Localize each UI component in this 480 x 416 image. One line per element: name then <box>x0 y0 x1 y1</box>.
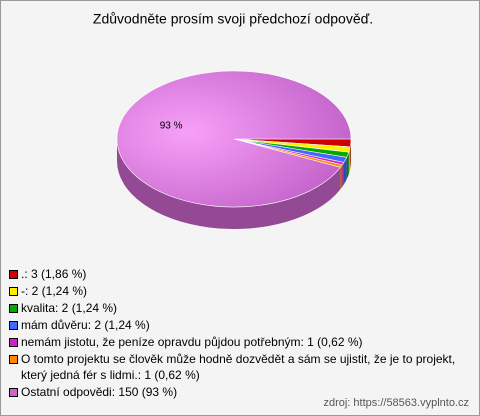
legend-label: nemám jistotu, že peníze opravdu půjdou … <box>21 335 363 349</box>
slice-side <box>346 152 349 180</box>
pie-area: Zdůvodněte prosím svoji předchozí odpově… <box>93 11 373 230</box>
chart-title: Zdůvodněte prosím svoji předchozí odpově… <box>93 11 373 27</box>
legend-entry: -: 2 (1,24 %) <box>9 283 464 299</box>
legend: .: 3 (1,86 %) -: 2 (1,24 %) kvalita: 2 (1,… <box>9 266 464 401</box>
legend-entry: O tomto projektu se člověk může hodně do… <box>9 351 464 383</box>
legend-swatch <box>9 321 18 330</box>
legend-label: O tomto projektu se člověk může hodně do… <box>21 352 456 382</box>
slice-side <box>342 162 344 187</box>
legend-entry: kvalita: 2 (1,24 %) <box>9 300 464 316</box>
legend-swatch <box>9 270 18 279</box>
legend-entry: Ostatní odpovědi: 150 (93 %) <box>9 384 464 400</box>
legend-entry: nemám jistotu, že peníze opravdu půjdou … <box>9 334 464 350</box>
slice <box>116 70 352 208</box>
legend-entry: mám důvěru: 2 (1,24 %) <box>9 317 464 333</box>
legend-swatch <box>9 338 18 347</box>
legend-swatch <box>9 388 18 397</box>
legend-swatch <box>9 355 18 364</box>
slice-side <box>340 164 343 190</box>
slice-side <box>348 146 351 175</box>
legend-swatch <box>9 287 18 296</box>
legend-label: mám důvěru: 2 (1,24 %) <box>21 318 150 332</box>
legend-entry: .: 3 (1,86 %) <box>9 266 464 282</box>
legend-label: -: 2 (1,24 %) <box>21 284 88 298</box>
legend-swatch <box>9 304 18 313</box>
legend-label: kvalita: 2 (1,24 %) <box>21 301 118 315</box>
source: zdroj: https://58563.vyplnto.cz <box>323 397 469 409</box>
slice-side <box>117 139 341 230</box>
slice-side <box>343 157 347 185</box>
slice-label: 93 % <box>160 121 183 132</box>
legend-label: Ostatní odpovědi: 150 (93 %) <box>21 385 178 399</box>
legend-label: .: 3 (1,86 %) <box>21 267 87 281</box>
